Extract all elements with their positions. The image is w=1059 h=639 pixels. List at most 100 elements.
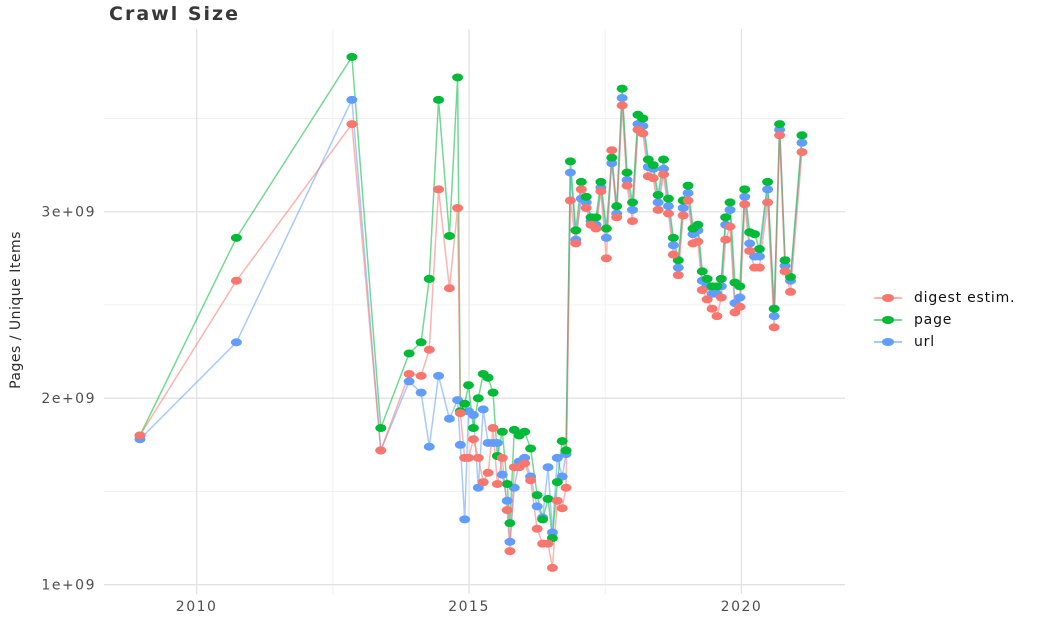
- data-point: [551, 478, 563, 487]
- data-point: [501, 506, 513, 515]
- data-point: [575, 177, 587, 186]
- data-point: [452, 204, 464, 213]
- data-point: [744, 239, 756, 248]
- data-point: [696, 267, 708, 276]
- data-point: [692, 237, 704, 246]
- data-point: [519, 459, 531, 468]
- data-point: [496, 453, 508, 462]
- data-point: [600, 254, 612, 263]
- data-point: [627, 198, 639, 207]
- data-point: [590, 213, 602, 222]
- data-point: [779, 261, 791, 270]
- legend-label-page: page: [914, 312, 953, 328]
- data-point: [606, 153, 618, 162]
- data-point: [677, 204, 689, 213]
- data-point: [658, 170, 670, 179]
- data-point: [551, 453, 563, 462]
- data-point: [487, 388, 499, 397]
- data-point: [696, 286, 708, 295]
- data-point: [637, 129, 649, 138]
- data-point: [600, 233, 612, 242]
- data-point: [551, 496, 563, 505]
- data-point: [611, 202, 623, 211]
- data-point: [701, 274, 713, 283]
- data-point: [724, 222, 736, 231]
- data-point: [496, 470, 508, 479]
- data-point: [647, 161, 659, 170]
- data-point: [667, 250, 679, 259]
- data-point: [667, 241, 679, 250]
- data-point: [652, 198, 664, 207]
- data-point: [564, 157, 576, 166]
- data-point: [616, 101, 628, 110]
- data-point: [606, 159, 618, 168]
- data-point: [720, 235, 732, 244]
- digest-estim-legend-key-icon: [874, 293, 902, 303]
- data-point: [537, 515, 549, 524]
- y-tick-label: 1e+09: [41, 578, 96, 594]
- data-point: [768, 312, 780, 321]
- data-point: [739, 192, 751, 201]
- data-point: [346, 95, 358, 104]
- data-point: [652, 190, 664, 199]
- data-point: [531, 491, 543, 500]
- data-point: [542, 539, 554, 548]
- data-point: [546, 528, 558, 537]
- data-point: [556, 504, 568, 513]
- data-point: [711, 282, 723, 291]
- data-point: [658, 164, 670, 173]
- data-point: [463, 453, 475, 462]
- data-point: [546, 563, 558, 572]
- data-point: [580, 192, 592, 201]
- data-point: [701, 295, 713, 304]
- data-point: [230, 338, 242, 347]
- data-point: [346, 120, 358, 129]
- data-point: [720, 213, 732, 222]
- page-legend-key-icon: [874, 315, 902, 325]
- data-point: [785, 287, 797, 296]
- data-point: [519, 427, 531, 436]
- data-point: [785, 273, 797, 282]
- data-point: [403, 349, 415, 358]
- data-point: [477, 478, 489, 487]
- data-point: [542, 463, 554, 472]
- data-point: [621, 176, 633, 185]
- data-point: [682, 189, 694, 198]
- data-point: [753, 245, 765, 254]
- data-point: [682, 196, 694, 205]
- data-point: [403, 377, 415, 386]
- data-point: [762, 177, 774, 186]
- legend-label-url: url: [914, 334, 935, 350]
- data-point: [647, 174, 659, 183]
- data-point: [477, 405, 489, 414]
- data-point: [415, 338, 427, 347]
- data-point: [375, 446, 387, 455]
- data-point: [415, 388, 427, 397]
- data-point: [463, 381, 475, 390]
- legend-label-digest-estim: digest estim.: [914, 290, 1016, 306]
- data-point: [570, 226, 582, 235]
- legend-item-digest-estim: digest estim.: [874, 290, 1016, 306]
- data-point: [662, 202, 674, 211]
- data-point: [525, 476, 537, 485]
- data-point: [467, 424, 479, 433]
- grid-minor: [104, 29, 845, 594]
- data-point: [487, 424, 499, 433]
- data-point: [590, 224, 602, 233]
- data-point: [570, 239, 582, 248]
- data-point: [346, 52, 358, 61]
- data-point: [616, 84, 628, 93]
- data-point: [692, 220, 704, 229]
- data-point: [734, 293, 746, 302]
- data-point: [796, 138, 808, 147]
- data-point: [621, 168, 633, 177]
- data-point: [652, 205, 664, 214]
- x-tick-label: 2020: [721, 599, 763, 615]
- y-axis-title: Pages / Unique Items: [8, 231, 24, 389]
- data-point: [724, 198, 736, 207]
- data-point: [739, 185, 751, 194]
- data-point: [753, 263, 765, 272]
- data-point: [774, 131, 786, 140]
- series-points: [134, 52, 808, 572]
- data-point: [525, 444, 537, 453]
